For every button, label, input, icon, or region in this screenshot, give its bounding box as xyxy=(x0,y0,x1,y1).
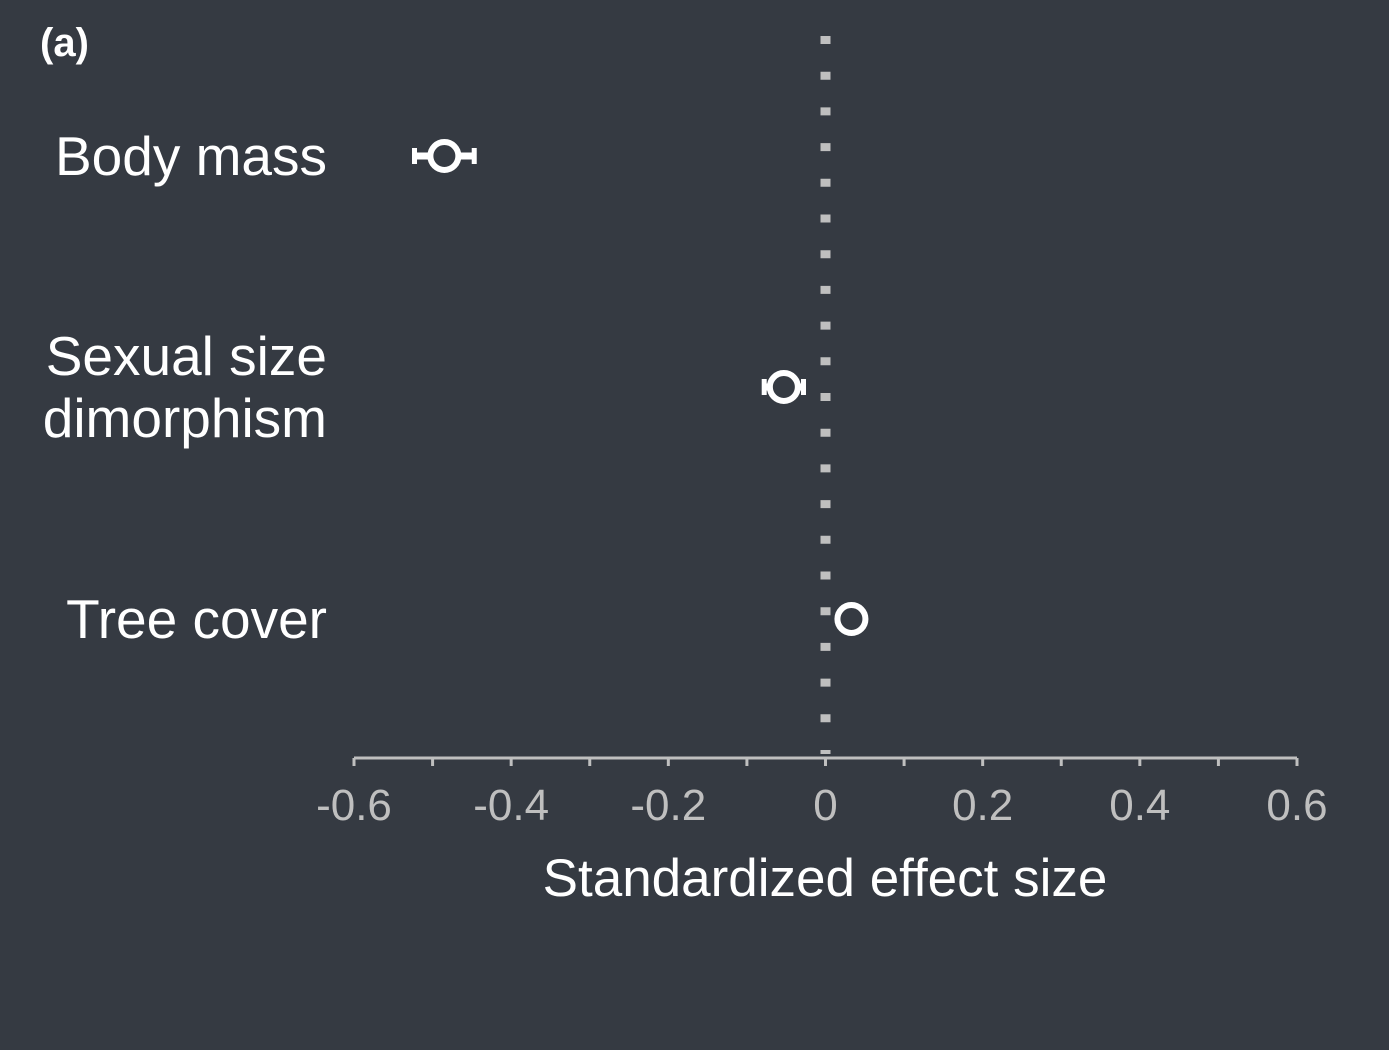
panel-label: (a) xyxy=(40,21,89,65)
category-label: Body mass xyxy=(55,125,327,187)
x-tick-label: 0.6 xyxy=(1266,781,1327,830)
estimate-point xyxy=(766,370,801,404)
x-axis: -0.6 -0.4 -0.2 0 0.2 0.4 0.6 xyxy=(316,756,1328,830)
x-tick-label: 0 xyxy=(813,781,837,830)
x-tick-label: -0.6 xyxy=(316,781,392,830)
category-label: Tree cover xyxy=(66,588,327,650)
effect-markers xyxy=(412,139,869,636)
x-tick-label: 0.2 xyxy=(952,781,1013,830)
x-tick-label: -0.4 xyxy=(473,781,549,830)
estimate-point xyxy=(834,602,869,636)
category-label: Sexual size xyxy=(46,325,327,387)
x-tick-label: 0.4 xyxy=(1109,781,1170,830)
category-label: dimorphism xyxy=(43,387,327,449)
x-axis-title: Standardized effect size xyxy=(543,849,1108,908)
x-tick-label: -0.2 xyxy=(630,781,706,830)
estimate-point xyxy=(427,139,462,173)
